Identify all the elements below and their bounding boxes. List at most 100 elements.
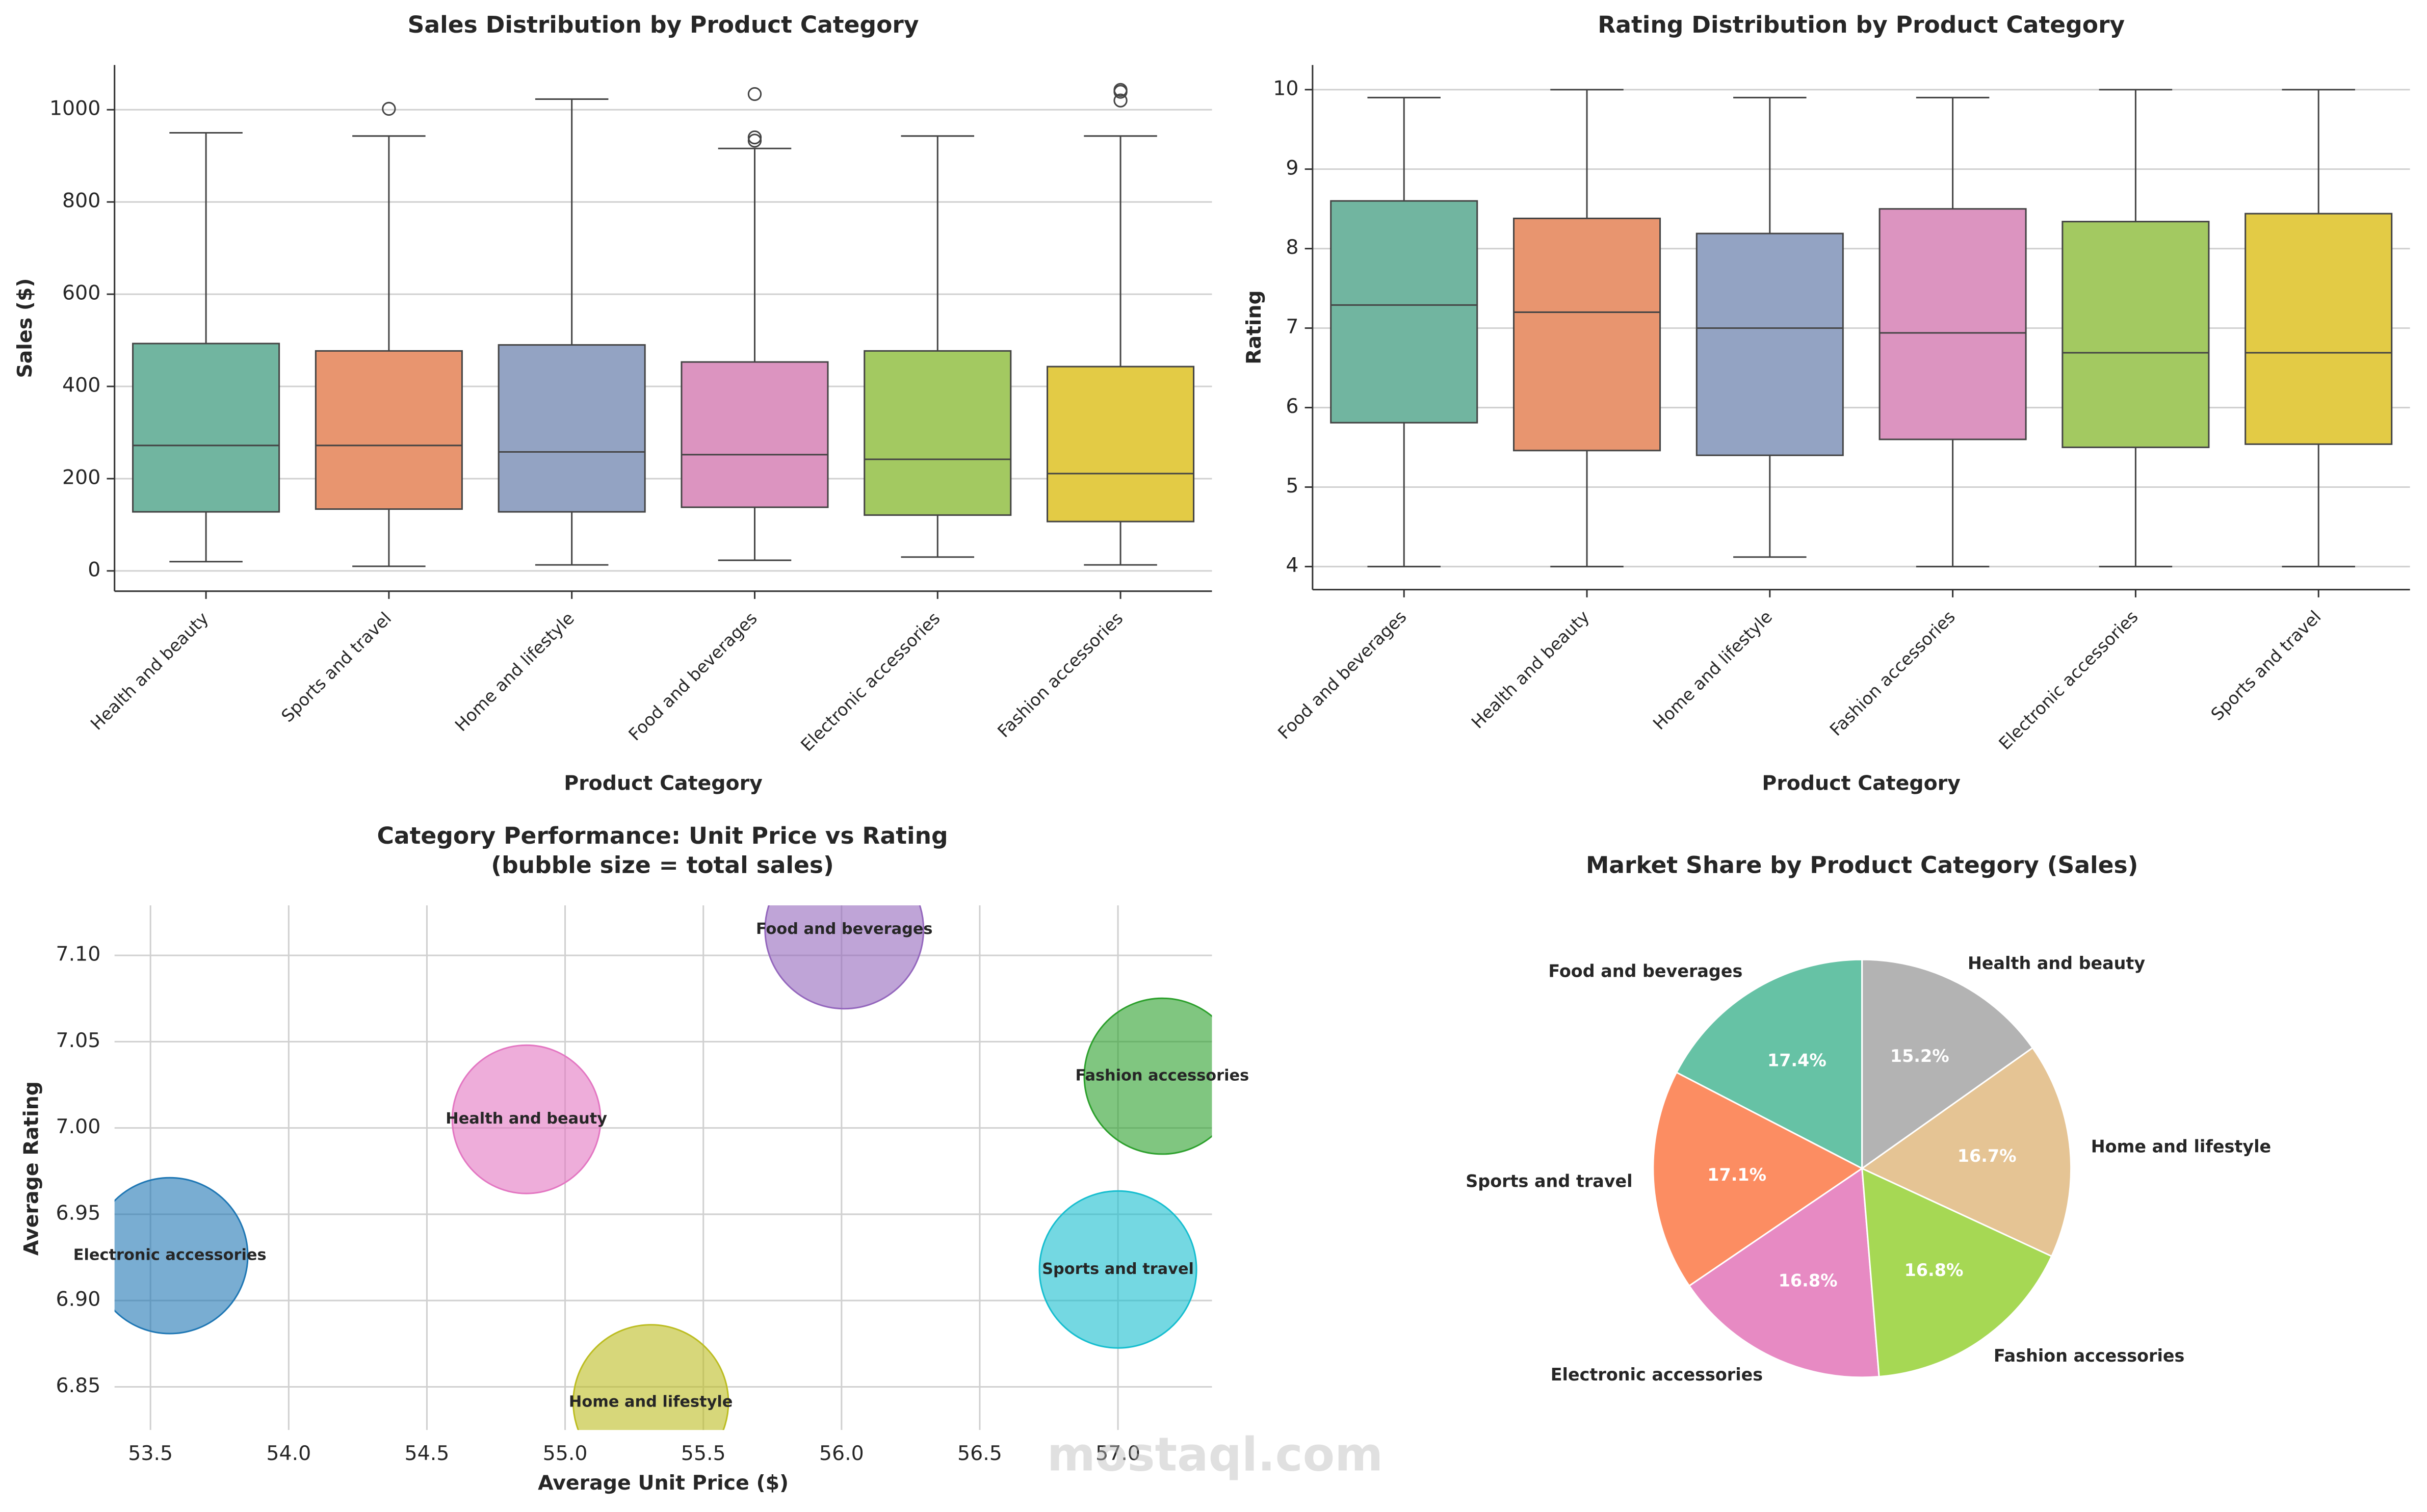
x-tick-label: Fashion accessories — [1826, 607, 1959, 740]
y-tick-label: 9 — [1286, 156, 1298, 179]
pie-label: Home and lifestyle — [2091, 1137, 2271, 1157]
box — [1047, 366, 1195, 523]
x-tick-label: 53.5 — [128, 1442, 173, 1465]
x-tick-label: Fashion accessories — [994, 608, 1127, 741]
box — [1878, 208, 2027, 440]
pie-value-label: 17.1% — [1707, 1165, 1766, 1185]
x-tick-label: 57.0 — [1095, 1442, 1140, 1465]
pie-value-label: 15.2% — [1890, 1046, 1949, 1066]
x-axis-label: Product Category — [1762, 772, 1961, 795]
y-tick-label: 600 — [62, 281, 100, 305]
x-tick-label: Sports and travel — [277, 608, 395, 726]
x-tick-label: 55.0 — [543, 1442, 588, 1465]
box — [132, 343, 280, 513]
box — [2061, 221, 2210, 449]
box — [681, 361, 829, 508]
x-tick-label: 54.5 — [405, 1442, 450, 1465]
pie-slice — [1861, 958, 2034, 1170]
x-tick-label: 55.5 — [681, 1442, 726, 1465]
x-tick-label: Health and beauty — [1468, 607, 1594, 733]
pie-value-label: 16.7% — [1958, 1146, 2017, 1166]
y-axis-label: Sales ($) — [13, 278, 37, 378]
y-tick-label: 800 — [62, 189, 100, 213]
pie-value-label: 16.8% — [1904, 1260, 1964, 1280]
x-axis-label: Average Unit Price ($) — [538, 1471, 789, 1495]
plot-area — [114, 905, 1212, 1430]
y-tick-label: 8 — [1286, 236, 1298, 259]
x-tick-label: 56.5 — [957, 1442, 1002, 1465]
y-tick-label: 5 — [1286, 474, 1298, 498]
y-tick-label: 7 — [1286, 315, 1298, 338]
pie-label: Sports and travel — [1466, 1171, 1632, 1191]
outlier — [1113, 85, 1128, 99]
y-axis-label: Average Rating — [19, 1081, 43, 1256]
pie-slice — [1675, 958, 1863, 1170]
x-tick-label: Food and beverages — [1274, 607, 1411, 743]
x-tick-label: 54.0 — [266, 1442, 311, 1465]
pie-label: Food and beverages — [1548, 961, 1742, 981]
chart-subtitle: (bubble size = total sales) — [491, 852, 834, 879]
pie-label: Health and beauty — [1968, 953, 2145, 973]
y-tick-label: 1000 — [49, 97, 100, 120]
y-tick-label: 7.00 — [56, 1115, 100, 1138]
watermark: mostaql.com — [1047, 1428, 1383, 1482]
box — [315, 350, 463, 510]
bubble — [572, 1324, 729, 1430]
y-tick-label: 7.05 — [56, 1029, 100, 1052]
pie-slice — [1688, 1167, 1880, 1378]
outlier — [1113, 93, 1128, 108]
box — [2245, 213, 2393, 445]
bubble — [114, 1177, 249, 1335]
x-tick-label: Electronic accessories — [1995, 607, 2142, 753]
outlier — [747, 130, 762, 145]
pie-label: Fashion accessories — [1994, 1346, 2185, 1366]
y-axis-label: Rating — [1242, 290, 1266, 364]
box — [864, 350, 1012, 516]
bubble-label: Health and beauty — [446, 1110, 607, 1128]
x-tick-label: Sports and travel — [2207, 607, 2325, 724]
bubble-label: Sports and travel — [1042, 1260, 1194, 1278]
x-tick-label: Home and lifestyle — [1649, 607, 1776, 734]
x-axis-label: Product Category — [564, 772, 763, 795]
chart-title: Rating Distribution by Product Category — [1598, 11, 2125, 38]
y-tick-label: 6 — [1286, 395, 1298, 418]
pie-slice — [1861, 1167, 2053, 1378]
box — [1695, 232, 1844, 456]
x-tick-label: Food and beverages — [624, 608, 761, 744]
y-tick-label: 7.10 — [56, 943, 100, 966]
pie-label: Electronic accessories — [1551, 1365, 1763, 1385]
bubble — [1038, 1190, 1197, 1349]
pie-value-label: 16.8% — [1779, 1270, 1838, 1290]
chart-title: Category Performance: Unit Price vs Rati… — [377, 822, 948, 849]
x-tick-label: Electronic accessories — [797, 608, 944, 755]
y-tick-label: 200 — [62, 465, 100, 489]
y-tick-label: 400 — [62, 374, 100, 397]
pie-slice — [1652, 1071, 1864, 1287]
outlier — [382, 101, 396, 116]
outlier — [747, 87, 762, 101]
x-tick-label: 56.0 — [819, 1442, 864, 1465]
chart-title: Market Share by Product Category (Sales) — [1586, 852, 2138, 879]
outlier — [747, 134, 762, 148]
y-tick-label: 6.90 — [56, 1288, 100, 1311]
bubble — [1083, 997, 1212, 1155]
x-tick-label: Home and lifestyle — [451, 608, 578, 735]
chart-title: Sales Distribution by Product Category — [408, 11, 919, 38]
y-tick-label: 0 — [88, 558, 100, 581]
x-tick-label: Health and beauty — [87, 608, 213, 734]
bubble-label: Fashion accessories — [1075, 1067, 1249, 1085]
box — [1330, 200, 1478, 424]
bubble-label: Food and beverages — [756, 920, 933, 938]
bubble-label: Electronic accessories — [73, 1246, 267, 1264]
box — [498, 344, 646, 513]
y-tick-label: 4 — [1286, 554, 1298, 577]
bubble-label: Home and lifestyle — [569, 1393, 733, 1411]
y-tick-label: 6.95 — [56, 1201, 100, 1224]
bubble — [451, 1044, 602, 1194]
box — [1512, 217, 1661, 452]
pie-slice — [1860, 1047, 2072, 1258]
y-tick-label: 10 — [1273, 76, 1298, 100]
y-tick-label: 6.85 — [56, 1374, 100, 1397]
bubble — [764, 905, 925, 1010]
